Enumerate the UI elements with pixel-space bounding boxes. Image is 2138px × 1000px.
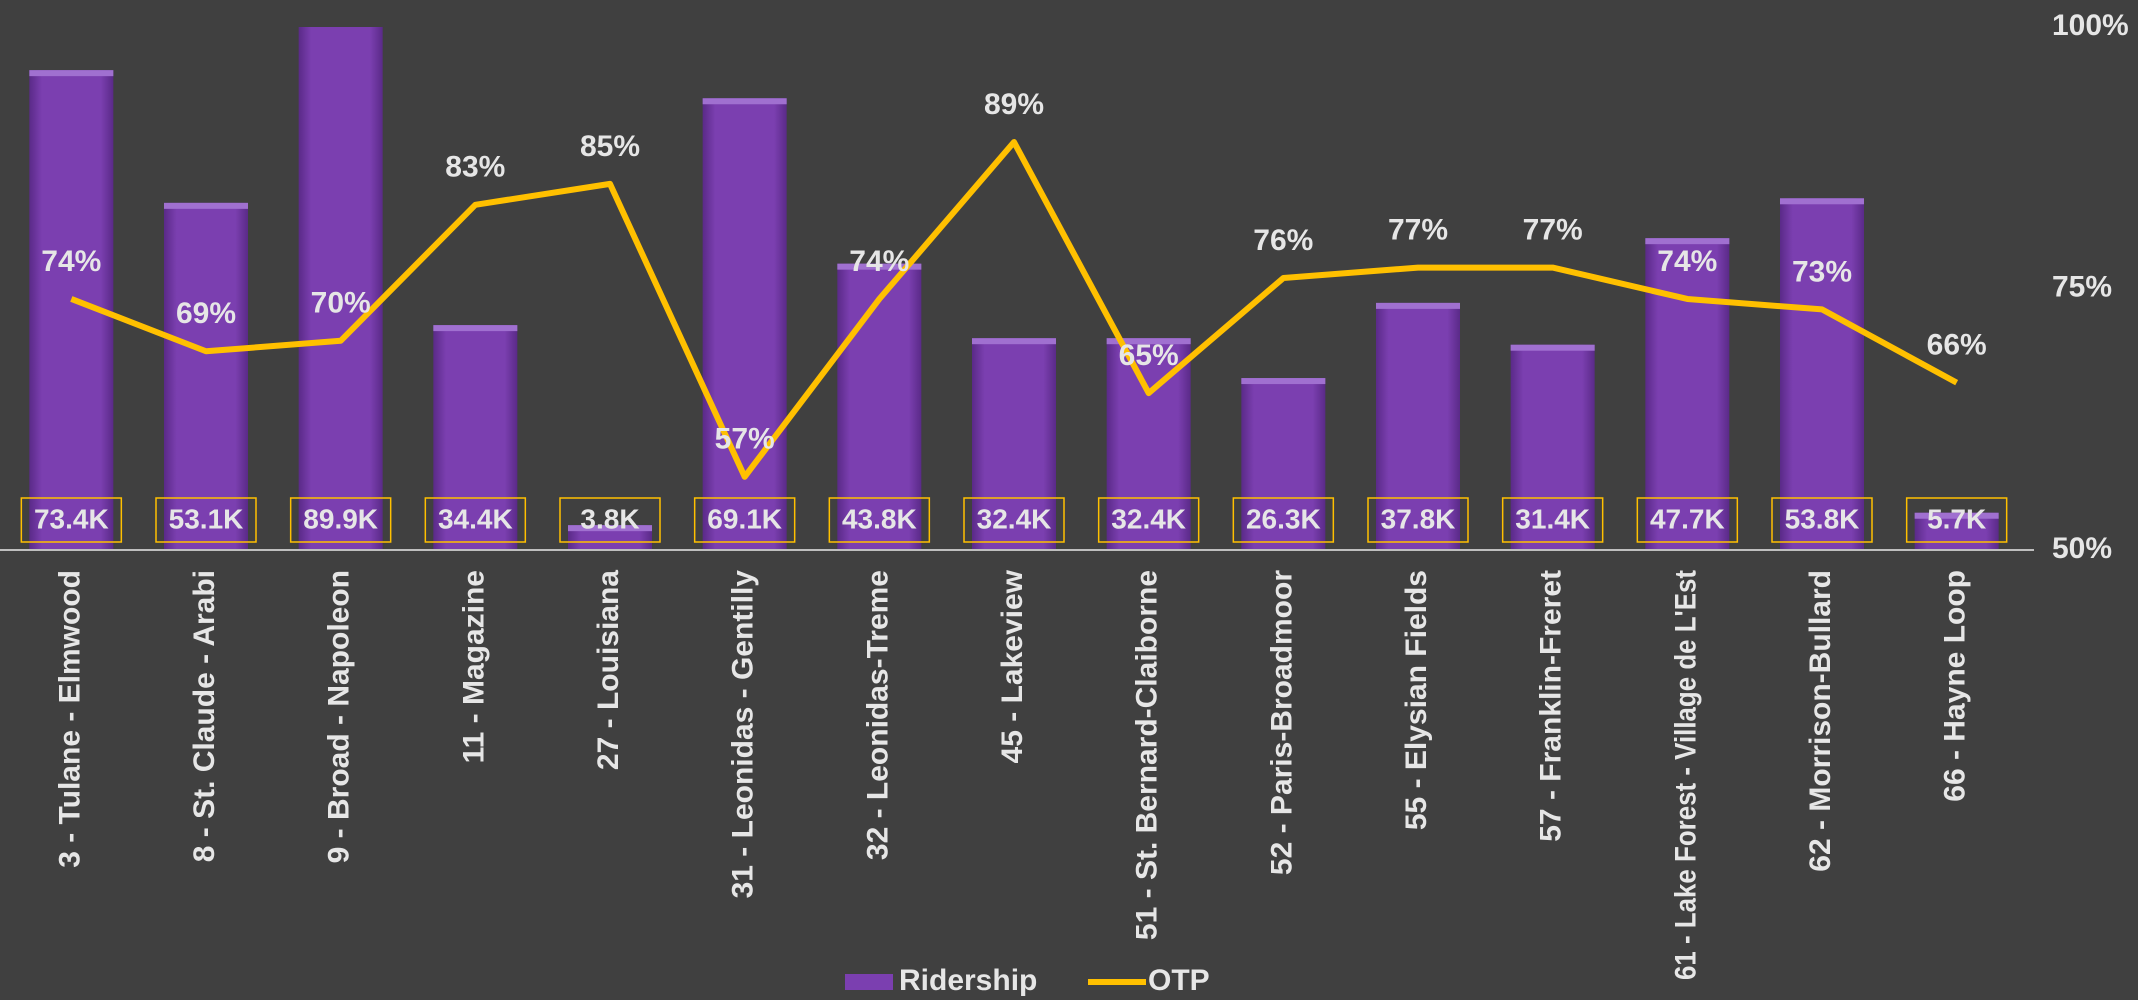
bar-cap [972,338,1056,345]
data-label: 74% [41,245,101,278]
bar-cap [1510,344,1595,351]
bar [1241,378,1326,550]
legend-label: Ridership [899,964,1037,997]
bar-layer [29,27,1999,551]
x-tick-label: 11 - Magazine [457,570,490,763]
bar [433,325,518,550]
x-tick-label: 62 - Morrison-Bullard [1804,570,1837,872]
bar [1376,302,1460,550]
data-label: 74% [1657,245,1717,278]
data-label: 77% [1523,214,1583,247]
data-label: 34.4K [438,503,513,534]
data-label: 5.7K [1927,503,1986,534]
data-label: 89% [984,88,1044,121]
bar [1510,344,1595,550]
data-label: 3.8K [580,503,639,534]
x-tick-label: 3 - Tulane - Elmwood [53,570,86,868]
bar-cap [433,325,518,332]
bar [1780,198,1864,550]
data-label-box [1636,497,1739,543]
data-label: 65% [1119,339,1179,372]
y2-tick-label: 75% [2052,270,2112,303]
data-label: 74% [849,245,909,278]
x-tick-label: 57 - Franklin-Freret [1535,570,1568,842]
x-tick-label: 52 - Paris-Broadmoor [1265,570,1298,875]
data-label: 66% [1927,329,1987,362]
bar-cap [1645,238,1730,245]
data-label-box [424,497,527,543]
bar-cap [164,202,248,209]
data-label: 73% [1792,255,1852,288]
bar [298,27,383,551]
bar [1914,512,1999,550]
y2-tick-label: 50% [2052,532,2112,565]
bar-cap [837,263,922,270]
data-label: 32.4K [977,503,1052,534]
x-tick-label: 8 - St. Claude - Arabi [188,570,221,862]
data-label: 47.7K [1650,503,1725,534]
data-label-box [1771,497,1873,543]
x-tick-label: 55 - Elysian Fields [1400,570,1433,830]
data-label-box [1905,497,2008,543]
data-label: 85% [580,130,640,163]
data-label: 31.4K [1515,503,1590,534]
bar-cap [1241,378,1326,385]
data-label-box [1367,497,1469,543]
data-label: 70% [311,287,371,320]
x-tick-label: 66 - Hayne Loop [1939,570,1972,802]
bar-cap [29,70,114,77]
data-label: 32.4K [1111,503,1186,534]
data-label-box [20,497,123,543]
data-label-box [289,497,392,543]
bar-cap [1106,338,1191,345]
x-tick-label: 45 - Lakeview [996,569,1029,763]
bar-cap [1376,302,1460,309]
legend-label: OTP [1148,964,1210,997]
data-label: 26.3K [1246,503,1321,534]
legend-swatch [845,974,893,990]
bar [702,98,787,550]
data-label-box [1501,497,1604,543]
y2-tick-label: 100% [2052,9,2129,42]
data-label: 43.8K [842,503,917,534]
data-label-box [1097,497,1200,543]
x-tick-label: 32 - Leonidas-Treme [861,570,894,860]
data-label-box [155,497,257,543]
data-label-box [1232,497,1335,543]
x-tick-label: 9 - Broad - Napoleon [323,570,356,863]
x-tick-label: 61 - Lake Forest - Village de L'Est [1669,570,1702,980]
data-label-box [963,497,1065,543]
data-label: 76% [1253,224,1313,257]
x-tick-label: 27 - Louisiana [592,570,625,770]
data-label-box [559,497,661,543]
data-label: 89.9K [303,503,378,534]
data-label: 77% [1388,214,1448,247]
data-label: 73.4K [34,503,109,534]
data-label: 53.8K [1785,503,1860,534]
data-label: 53.1K [169,503,244,534]
bar [164,202,248,550]
data-label: 57% [715,423,775,456]
line [70,139,1959,480]
bar [972,338,1056,550]
bar-cap [702,98,787,105]
data-label: 69.1K [707,503,782,534]
data-label-box [693,497,796,543]
data-label: 83% [445,151,505,184]
data-label-box [828,497,931,543]
bar [1106,338,1191,550]
bar-cap [1914,512,1999,519]
data-label: 69% [176,297,236,330]
data-label: 37.8K [1381,503,1456,534]
bar [837,263,922,550]
x-tick-label: 51 - St. Bernard-Claiborne [1131,570,1164,940]
bar-cap [1780,198,1864,205]
x-tick-label: 31 - Leonidas - Gentilly [727,570,760,899]
bar-cap [568,525,652,532]
